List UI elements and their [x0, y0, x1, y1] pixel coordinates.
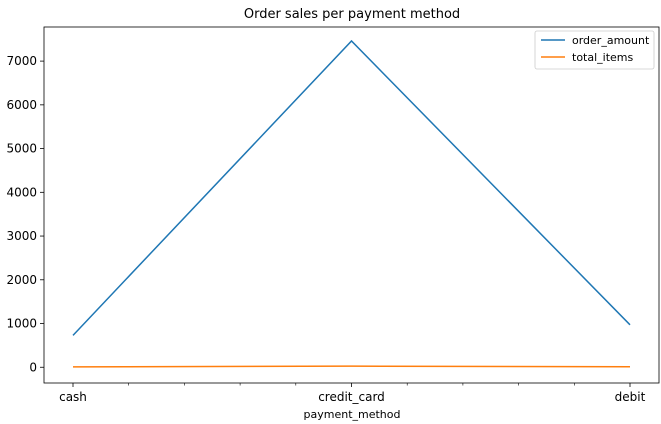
y-tick-label: 0 — [29, 360, 37, 374]
x-axis-label: payment_method — [304, 408, 401, 421]
legend-label-order_amount: order_amount — [572, 34, 650, 47]
legend: order_amount total_items — [534, 30, 655, 70]
series-layer — [72, 39, 631, 368]
y-axis: 0 1000 2000 3000 4000 5000 6000 7000 — [6, 54, 44, 374]
y-tick-label: 4000 — [6, 185, 37, 199]
plot-area — [43, 26, 660, 384]
x-tick-label: debit — [615, 390, 646, 404]
y-tick-label: 2000 — [6, 273, 37, 287]
y-tick-label: 6000 — [6, 98, 37, 112]
y-tick-label: 7000 — [6, 54, 37, 68]
x-tick-label: cash — [59, 390, 87, 404]
y-tick-label: 1000 — [6, 317, 37, 331]
x-tick-label: credit_card — [318, 390, 385, 404]
y-tick-label: 5000 — [6, 142, 37, 156]
x-axis: cash credit_card debit — [59, 383, 646, 404]
legend-label-total_items: total_items — [572, 51, 634, 64]
chart-title: Order sales per payment method — [244, 7, 460, 22]
series-line-total_items — [72, 365, 631, 368]
y-tick-label: 3000 — [6, 229, 37, 243]
